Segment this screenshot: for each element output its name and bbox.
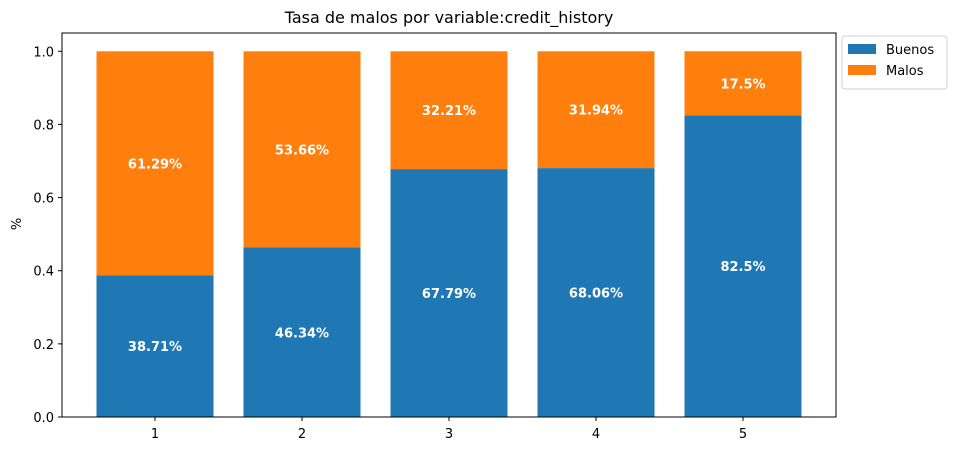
bar-malos-3 <box>390 51 508 170</box>
y-tick-label: 0.4 <box>33 265 54 280</box>
legend: Buenos Malos <box>841 35 948 90</box>
bar-buenos-3 <box>390 169 508 417</box>
bar-label-buenos-1: 38.71% <box>128 340 182 355</box>
x-tick-label: 2 <box>298 427 306 442</box>
bar-label-buenos-4: 68.06% <box>569 287 623 302</box>
bar-buenos-5 <box>684 115 802 418</box>
x-tick-label: 3 <box>445 427 453 442</box>
bar-malos-5 <box>684 51 802 116</box>
bar-label-malos-1: 61.29% <box>128 157 182 172</box>
bar-buenos-1 <box>96 275 214 417</box>
bar-buenos-2 <box>243 247 361 417</box>
legend-label-buenos: Buenos <box>886 43 934 58</box>
y-tick-label: 0.6 <box>33 192 54 207</box>
bar-malos-1 <box>96 51 214 276</box>
bar-label-malos-3: 32.21% <box>422 104 476 119</box>
bars-group <box>96 51 802 418</box>
x-axis: 1 2 3 4 5 <box>151 417 747 442</box>
bar-malos-4 <box>537 51 655 169</box>
x-tick-label: 1 <box>151 427 159 442</box>
legend-swatch-buenos <box>848 44 876 54</box>
bar-label-buenos-5: 82.5% <box>720 260 765 275</box>
legend-label-malos: Malos <box>886 64 924 79</box>
x-tick-label: 5 <box>739 427 747 442</box>
legend-swatch-malos <box>848 65 876 75</box>
bar-malos-2 <box>243 51 361 248</box>
y-tick-label: 0.0 <box>33 411 54 426</box>
bar-label-malos-5: 17.5% <box>720 77 765 92</box>
bar-label-malos-4: 31.94% <box>569 104 623 119</box>
y-axis: 0.0 0.2 0.4 0.6 0.8 1.0 <box>33 45 62 426</box>
x-tick-label: 4 <box>592 427 600 442</box>
chart-title: Tasa de malos por variable:credit_histor… <box>284 8 614 28</box>
y-tick-label: 1.0 <box>33 45 54 60</box>
bar-label-buenos-3: 67.79% <box>422 287 476 302</box>
y-tick-label: 0.2 <box>33 338 54 353</box>
bar-label-malos-2: 53.66% <box>275 143 329 158</box>
y-tick-label: 0.8 <box>33 118 54 133</box>
bar-buenos-4 <box>537 168 655 417</box>
bar-label-buenos-2: 46.34% <box>275 326 329 341</box>
plot-frame <box>61 32 837 418</box>
y-axis-label: % <box>10 218 25 230</box>
bar-labels-group: 38.71% 61.29% 46.34% 53.66% 67.79% 32.21% 68.0… <box>128 77 766 355</box>
